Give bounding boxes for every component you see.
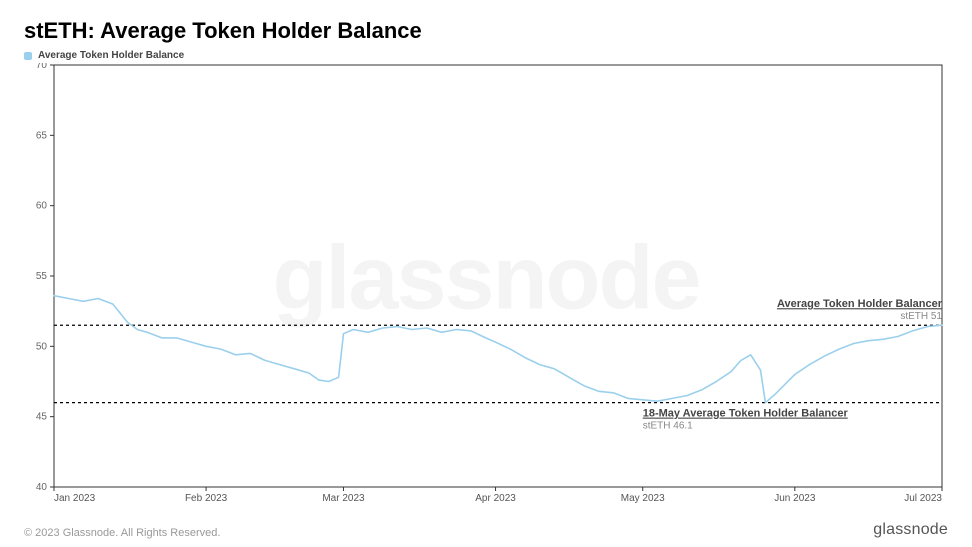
chart-container: stETH: Average Token Holder Balance Aver… — [0, 0, 972, 547]
y-tick-label: 70 — [36, 63, 48, 71]
x-tick-label: Jan 2023 — [54, 493, 96, 504]
y-tick-label: 40 — [36, 482, 48, 493]
chart-svg: 40 45 50 55 60 65 70 Jan 2023 Feb 2023 Mar 2023 Ap… — [24, 63, 948, 507]
annotation-sub: stETH 51 — [900, 311, 942, 322]
y-tick-label: 55 — [36, 271, 48, 282]
chart-title: stETH: Average Token Holder Balance — [24, 18, 948, 44]
annotation-title: 18-May Average Token Holder Balancer — [643, 408, 849, 420]
y-tick-label: 65 — [36, 130, 48, 141]
annotation-sub: stETH 46.1 — [643, 421, 693, 432]
legend: Average Token Holder Balance — [24, 50, 948, 61]
footer: © 2023 Glassnode. All Rights Reserved. g… — [24, 507, 948, 539]
x-tick-label: Mar 2023 — [322, 493, 365, 504]
chart-area: glassnode 40455055606570Jan 2023Feb 2023… — [24, 63, 948, 507]
x-tick-label: Jun 2023 — [774, 493, 816, 504]
y-tick-label: 60 — [36, 201, 48, 212]
series-line — [54, 296, 942, 403]
legend-swatch — [24, 52, 32, 60]
plot-border — [54, 65, 942, 487]
annotation-title: Average Token Holder Balancer — [777, 298, 943, 310]
copyright-text: © 2023 Glassnode. All Rights Reserved. — [24, 527, 220, 539]
x-tick-label: Jul 2023 — [904, 493, 942, 504]
x-tick-label: Apr 2023 — [475, 493, 516, 504]
y-tick-label: 45 — [36, 412, 48, 423]
brand-text: glassnode — [873, 521, 948, 539]
legend-label: Average Token Holder Balance — [38, 50, 184, 61]
x-tick-label: May 2023 — [621, 493, 665, 504]
y-tick-label: 50 — [36, 341, 48, 352]
x-tick-label: Feb 2023 — [185, 493, 228, 504]
